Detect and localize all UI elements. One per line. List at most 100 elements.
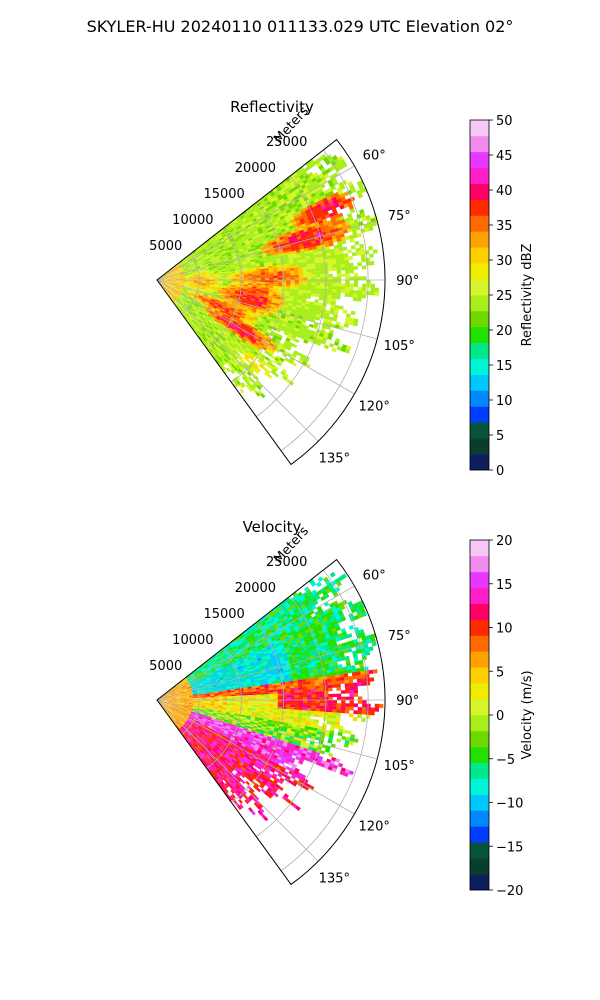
data-cell	[191, 291, 196, 294]
data-cell	[225, 239, 231, 244]
data-cell	[318, 639, 324, 645]
data-cell	[287, 653, 293, 658]
data-cell	[229, 228, 234, 233]
data-cell	[336, 345, 342, 351]
data-cell	[261, 346, 267, 351]
data-cell	[225, 357, 230, 362]
data-cell	[281, 650, 287, 655]
data-cell	[229, 262, 234, 265]
data-cell	[265, 635, 271, 640]
data-cell	[199, 245, 204, 249]
data-cell	[280, 228, 286, 233]
data-cell	[222, 661, 227, 666]
data-cell	[276, 230, 282, 234]
data-cell	[309, 610, 315, 615]
data-cell	[281, 325, 287, 330]
data-cell	[341, 631, 348, 637]
data-cell	[197, 680, 203, 683]
data-cell	[301, 297, 307, 302]
data-cell	[198, 682, 204, 685]
data-cell	[255, 232, 260, 237]
colorbar-swatch	[470, 231, 489, 248]
data-cell	[269, 321, 275, 325]
data-cell	[178, 688, 183, 691]
data-cell	[277, 211, 283, 216]
data-cell	[247, 376, 253, 381]
data-cell	[257, 227, 262, 231]
data-cell	[188, 286, 193, 289]
data-cell	[186, 676, 191, 680]
data-cell	[210, 330, 215, 335]
data-cell	[332, 199, 339, 205]
data-cell	[330, 185, 337, 191]
data-cell	[211, 346, 216, 352]
data-cell	[263, 663, 269, 668]
data-cell	[339, 215, 345, 221]
data-cell	[313, 172, 319, 178]
data-cell	[288, 341, 294, 347]
data-cell	[243, 668, 248, 672]
data-cell	[173, 290, 178, 293]
data-cell	[187, 298, 192, 302]
data-cell	[284, 207, 290, 212]
data-cell	[253, 302, 259, 306]
data-cell	[221, 316, 226, 320]
data-cell	[241, 339, 246, 344]
data-cell	[276, 620, 282, 625]
data-cell	[362, 283, 367, 288]
data-cell	[247, 249, 253, 253]
data-cell	[294, 287, 299, 290]
data-cell	[180, 274, 185, 276]
data-cell	[229, 237, 234, 242]
colorbar-swatch	[470, 151, 489, 169]
data-cell	[267, 622, 273, 628]
data-cell	[259, 364, 265, 369]
data-cell	[254, 341, 260, 346]
data-cell	[210, 352, 215, 358]
data-cell	[235, 642, 240, 647]
data-cell	[250, 323, 256, 328]
data-cell	[217, 289, 223, 292]
data-cell	[316, 203, 322, 209]
data-cell	[274, 618, 280, 623]
data-cell	[179, 287, 184, 290]
data-cell	[241, 301, 246, 304]
data-cell	[174, 689, 179, 692]
data-cell	[167, 283, 172, 285]
data-cell	[219, 230, 225, 234]
data-cell	[176, 281, 181, 282]
data-cell	[200, 334, 204, 339]
data-cell	[241, 259, 247, 262]
data-cell	[215, 297, 221, 300]
data-cell	[314, 299, 319, 303]
data-cell	[281, 368, 288, 374]
data-cell	[293, 608, 299, 614]
data-cell	[301, 614, 308, 620]
data-cell	[256, 306, 262, 310]
data-cell	[198, 312, 203, 316]
data-cell	[247, 292, 252, 295]
data-cell	[206, 315, 212, 319]
data-cell	[314, 262, 320, 267]
data-cell	[228, 665, 233, 669]
data-cell	[207, 671, 213, 674]
data-cell	[302, 285, 308, 288]
data-cell	[291, 361, 297, 367]
data-cell	[167, 282, 172, 284]
data-cell	[265, 654, 270, 659]
data-cell	[169, 289, 173, 293]
data-cell	[232, 378, 237, 384]
data-cell	[166, 291, 170, 296]
data-cell	[207, 662, 212, 666]
data-cell	[230, 660, 236, 664]
data-cell	[272, 292, 278, 295]
data-cell	[233, 665, 238, 670]
data-cell	[231, 331, 237, 335]
data-cell	[196, 308, 201, 312]
data-cell	[214, 273, 219, 275]
data-cell	[267, 240, 272, 245]
data-cell	[172, 280, 177, 282]
data-cell	[309, 190, 315, 195]
data-cell	[282, 642, 288, 647]
data-cell	[187, 257, 192, 261]
